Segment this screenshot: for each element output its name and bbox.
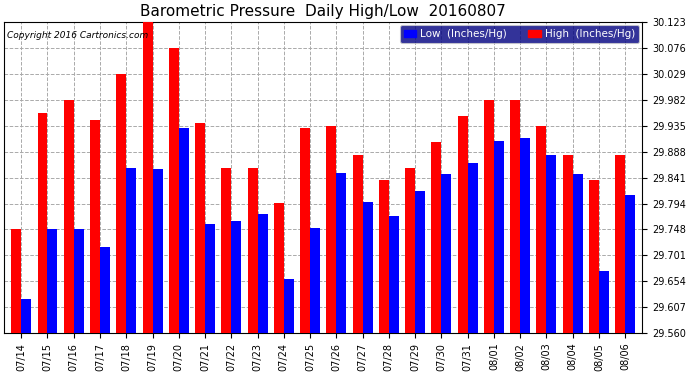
Bar [179, 128, 189, 333]
Bar [257, 214, 268, 333]
Bar [326, 126, 336, 333]
Bar [468, 163, 477, 333]
Bar [389, 216, 399, 333]
Bar [442, 174, 451, 333]
Text: Copyright 2016 Cartronics.com: Copyright 2016 Cartronics.com [8, 31, 148, 40]
Legend: Low  (Inches/Hg), High  (Inches/Hg): Low (Inches/Hg), High (Inches/Hg) [400, 25, 639, 43]
Bar [90, 120, 100, 333]
Bar [48, 229, 57, 333]
Bar [353, 155, 362, 333]
Bar [573, 174, 582, 333]
Bar [415, 192, 425, 333]
Bar [362, 202, 373, 333]
Bar [169, 48, 179, 333]
Bar [510, 100, 520, 333]
Bar [589, 180, 599, 333]
Bar [248, 168, 257, 333]
Bar [536, 126, 546, 333]
Bar [431, 142, 442, 333]
Bar [625, 195, 635, 333]
Bar [457, 116, 468, 333]
Bar [274, 202, 284, 333]
Bar [74, 229, 83, 333]
Bar [11, 229, 21, 333]
Bar [21, 299, 31, 333]
Bar [63, 100, 74, 333]
Bar [484, 100, 494, 333]
Bar [37, 113, 48, 333]
Bar [405, 168, 415, 333]
Bar [520, 138, 530, 333]
Bar [100, 247, 110, 333]
Bar [336, 173, 346, 333]
Bar [310, 228, 320, 333]
Bar [221, 168, 231, 333]
Bar [126, 168, 136, 333]
Bar [195, 123, 205, 333]
Bar [379, 180, 389, 333]
Bar [300, 128, 310, 333]
Bar [152, 170, 163, 333]
Bar [599, 271, 609, 333]
Bar [615, 155, 625, 333]
Bar [284, 279, 294, 333]
Bar [117, 74, 126, 333]
Title: Barometric Pressure  Daily High/Low  20160807: Barometric Pressure Daily High/Low 20160… [140, 4, 506, 19]
Bar [205, 224, 215, 333]
Bar [562, 155, 573, 333]
Bar [231, 221, 241, 333]
Bar [494, 141, 504, 333]
Bar [143, 22, 152, 333]
Bar [546, 155, 556, 333]
